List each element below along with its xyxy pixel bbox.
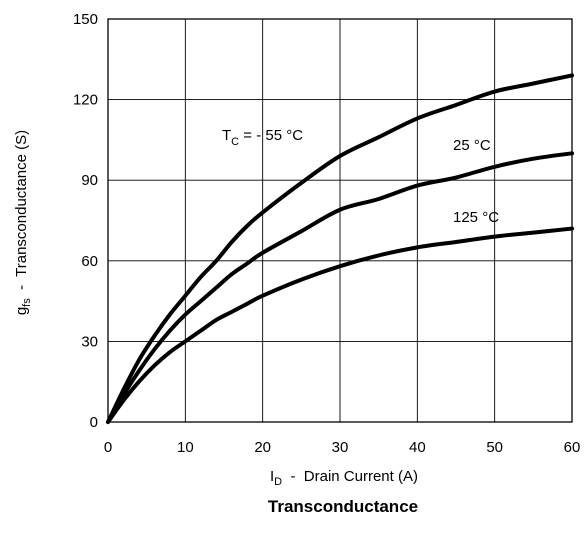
x-tick-label: 20 bbox=[254, 439, 271, 456]
y-tick-labels: 0 30 60 90 120 150 bbox=[73, 11, 98, 431]
y-axis-label-main: g bbox=[13, 307, 30, 315]
y-tick-label: 120 bbox=[73, 92, 98, 109]
x-axis-label: ID - Drain Current (A) bbox=[270, 468, 418, 488]
x-tick-label: 30 bbox=[332, 439, 349, 456]
curve-label-125c: 125 °C bbox=[453, 209, 499, 226]
x-tick-label: 50 bbox=[486, 439, 503, 456]
series-tc-minus-55-line bbox=[106, 73, 574, 424]
y-axis-label-sub: fs bbox=[21, 298, 33, 307]
series-125c-line bbox=[106, 226, 574, 424]
curve-label-tc-minus-55: TC = - 55 °C bbox=[222, 127, 303, 148]
curve-label-25c: 25 °C bbox=[453, 137, 491, 154]
y-tick-label: 60 bbox=[81, 253, 98, 270]
x-tick-labels: 0 10 20 30 40 50 60 bbox=[104, 439, 581, 456]
plot-frame bbox=[107, 18, 573, 423]
x-axis-label-sub: D bbox=[274, 476, 282, 488]
series-group bbox=[106, 73, 574, 424]
series-25c-line bbox=[106, 151, 574, 424]
y-axis-label: gfs - Transconductance (S) bbox=[13, 130, 33, 315]
x-tick-label: 40 bbox=[409, 439, 426, 456]
y-tick-label: 150 bbox=[73, 11, 98, 28]
chart-title: Transconductance bbox=[268, 497, 418, 516]
x-tick-label: 10 bbox=[177, 439, 194, 456]
grid bbox=[107, 18, 573, 423]
x-axis-label-rest: - Drain Current (A) bbox=[282, 468, 418, 485]
x-tick-label: 0 bbox=[104, 439, 112, 456]
y-tick-label: 90 bbox=[81, 172, 98, 189]
x-tick-label: 60 bbox=[564, 439, 581, 456]
y-tick-label: 30 bbox=[81, 333, 98, 350]
curve-labels: TC = - 55 °C 25 °C 125 °C bbox=[222, 127, 499, 226]
x-axis-label-main: I bbox=[270, 468, 274, 485]
y-axis-label-rest: - Transconductance (S) bbox=[13, 130, 30, 298]
y-tick-label: 0 bbox=[90, 414, 98, 431]
